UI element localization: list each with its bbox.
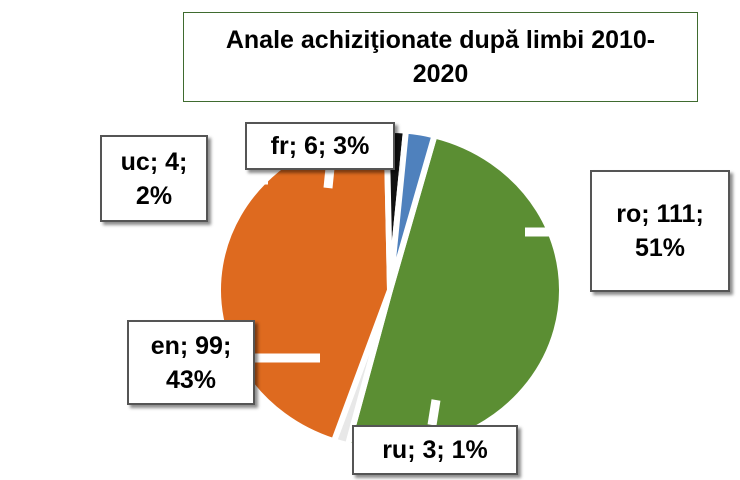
data-label: ro; 111; 51% [590, 170, 730, 292]
data-label: uc; 4; 2% [100, 135, 208, 222]
data-label: en; 99; 43% [127, 320, 255, 405]
data-label: ru; 3; 1% [352, 425, 518, 475]
pie-slice [387, 127, 439, 291]
data-label: fr; 6; 3% [245, 122, 395, 170]
callout-arrows [208, 167, 590, 426]
chart-title: Anale achiziţionate după limbi 2010-2020 [183, 12, 698, 102]
